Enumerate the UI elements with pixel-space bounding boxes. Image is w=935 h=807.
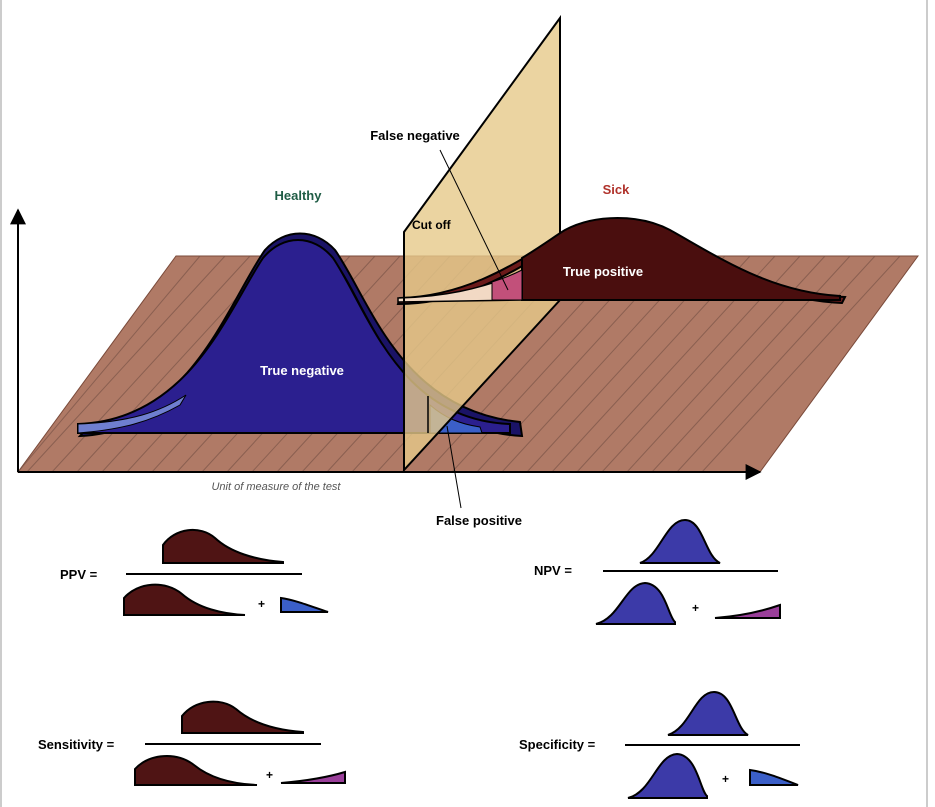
false-negative-label: False negative — [370, 128, 460, 143]
false-negative-region — [491, 269, 523, 301]
false-positive-label: False positive — [436, 513, 522, 528]
cut-off-label: Cut off — [412, 218, 452, 232]
npv-formula: NPV = + — [534, 518, 781, 625]
ppv-label: PPV = — [60, 567, 98, 582]
specificity-tn-shape — [627, 752, 708, 799]
specificity-fp-shape — [749, 768, 799, 786]
true-positive-label: True positive — [563, 264, 643, 279]
specificity-numerator-shape — [667, 690, 749, 736]
healthy-label: Healthy — [275, 188, 323, 203]
false-positive-pointer — [446, 425, 462, 509]
ppv-plus: + — [258, 597, 265, 611]
specificity-formula: Specificity = + — [519, 690, 800, 799]
npv-label: NPV = — [534, 563, 572, 578]
sensitivity-label: Sensitivity = — [38, 737, 115, 752]
sensitivity-numerator-shape — [181, 700, 304, 734]
floor-hatch-line — [701, 255, 901, 473]
ppv-numerator-shape — [162, 528, 284, 564]
sensitivity-tp-shape — [134, 755, 258, 786]
healthy-tail-highlight — [77, 394, 187, 434]
sick-distribution — [396, 217, 847, 306]
ppv-fp-shape — [280, 596, 329, 613]
sick-label: Sick — [603, 182, 631, 197]
true-negative-label: True negative — [260, 363, 344, 378]
floor-hatch-line — [651, 255, 851, 473]
npv-fn-shape — [714, 603, 781, 619]
npv-tn-shape — [595, 581, 676, 625]
ppv-formula: PPV = + — [60, 528, 329, 616]
sensitivity-fn-shape — [280, 770, 346, 784]
specificity-label: Specificity = — [519, 737, 596, 752]
specificity-plus: + — [722, 772, 729, 786]
sensitivity-formula: Sensitivity = + — [38, 700, 346, 786]
floor-hatch-line — [17, 255, 201, 473]
npv-plus: + — [692, 601, 699, 615]
x-axis-label: Unit of measure of the test — [211, 481, 341, 493]
npv-numerator-shape — [639, 518, 721, 564]
floor-hatch-line — [26, 255, 226, 473]
sick-curve-front — [521, 217, 841, 301]
floor-hatch-line — [676, 255, 876, 473]
false-negative-pointer — [439, 149, 509, 291]
sensitivity-plus: + — [266, 768, 273, 782]
ppv-tp-shape — [123, 583, 246, 616]
